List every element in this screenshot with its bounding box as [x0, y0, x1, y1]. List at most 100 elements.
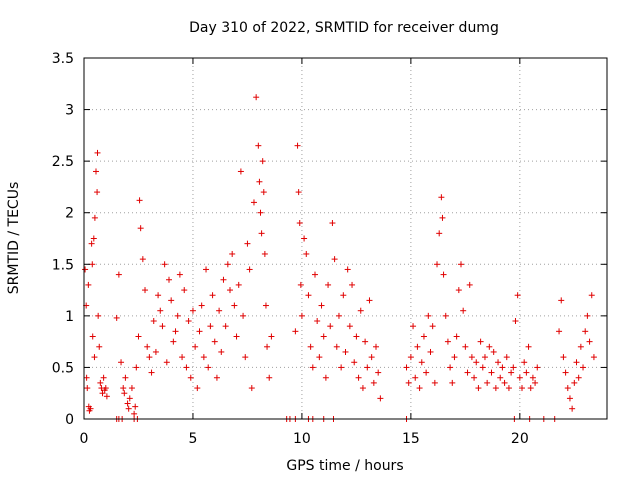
- data-point: [525, 343, 532, 350]
- data-point: [248, 385, 255, 392]
- x-axis: 0 5 10 15 20: [80, 58, 529, 447]
- data-point: [484, 379, 491, 386]
- data-point: [298, 312, 305, 319]
- data-point: [357, 307, 364, 314]
- data-point: [556, 328, 563, 335]
- data-point: [488, 369, 495, 376]
- data-point: [233, 333, 240, 340]
- data-point: [449, 379, 456, 386]
- data-point: [353, 333, 360, 340]
- data-point: [257, 209, 264, 216]
- data-point: [264, 343, 271, 350]
- data-point: [207, 323, 214, 330]
- data-point: [220, 276, 227, 283]
- data-point: [185, 318, 192, 325]
- data-point: [466, 281, 473, 288]
- x-tick-label: 5: [188, 431, 197, 447]
- data-point: [99, 390, 106, 397]
- y-tick-label: 1.5: [52, 257, 74, 273]
- data-point: [523, 369, 530, 376]
- data-point: [165, 276, 172, 283]
- data-point: [255, 142, 262, 149]
- data-point: [168, 297, 175, 304]
- data-point: [329, 220, 336, 227]
- data-point: [582, 328, 589, 335]
- data-point: [262, 302, 269, 309]
- data-point: [451, 354, 458, 361]
- data-point: [519, 385, 526, 392]
- data-point: [333, 343, 340, 350]
- data-point: [471, 374, 478, 381]
- data-point: [137, 225, 144, 232]
- data-point: [155, 292, 162, 299]
- data-point: [532, 379, 539, 386]
- data-point: [564, 385, 571, 392]
- data-point: [126, 395, 133, 402]
- data-point: [510, 364, 517, 371]
- data-point: [84, 385, 91, 392]
- data-point: [407, 354, 414, 361]
- y-axis-label: SRMTID / TECUs: [6, 182, 22, 295]
- data-point: [121, 390, 128, 397]
- y-tick-label: 0.5: [52, 360, 74, 376]
- data-point: [181, 287, 188, 294]
- data-point: [216, 307, 223, 314]
- data-point: [102, 385, 109, 392]
- data-point: [429, 323, 436, 330]
- data-point: [516, 374, 523, 381]
- data-point: [340, 292, 347, 299]
- data-point: [91, 354, 98, 361]
- data-point: [325, 281, 332, 288]
- data-point: [224, 261, 231, 268]
- data-point: [136, 197, 143, 204]
- data-point: [189, 307, 196, 314]
- data-point: [133, 364, 140, 371]
- data-point: [170, 338, 177, 345]
- data-point: [192, 343, 199, 350]
- data-point: [423, 369, 430, 376]
- data-point: [250, 199, 257, 206]
- data-point: [447, 364, 454, 371]
- data-point: [514, 292, 521, 299]
- data-point: [344, 266, 351, 273]
- data-point: [349, 281, 356, 288]
- data-point: [203, 266, 210, 273]
- data-point: [91, 214, 98, 221]
- data-point: [468, 354, 475, 361]
- data-point: [486, 343, 493, 350]
- data-point: [501, 379, 508, 386]
- data-point: [322, 374, 329, 381]
- data-point: [120, 385, 127, 392]
- data-point: [327, 323, 334, 330]
- data-point: [440, 271, 447, 278]
- y-tick-label: 3: [65, 103, 74, 119]
- data-point: [527, 385, 534, 392]
- data-point: [176, 271, 183, 278]
- data-point: [338, 364, 345, 371]
- data-point: [237, 168, 244, 175]
- data-point: [96, 343, 103, 350]
- data-point: [159, 323, 166, 330]
- data-point: [198, 302, 205, 309]
- data-point: [580, 364, 587, 371]
- x-tick-label: 0: [80, 431, 89, 447]
- data-point: [351, 359, 358, 366]
- x-tick-label: 20: [511, 431, 529, 447]
- data-point: [187, 374, 194, 381]
- data-point: [464, 369, 471, 376]
- data-point: [364, 364, 371, 371]
- data-point: [301, 235, 308, 242]
- data-point: [577, 343, 584, 350]
- data-point: [479, 364, 486, 371]
- data-point: [246, 266, 253, 273]
- data-point: [146, 354, 153, 361]
- data-point: [575, 374, 582, 381]
- data-point: [588, 292, 595, 299]
- data-point: [196, 328, 203, 335]
- data-point: [87, 405, 94, 412]
- data-point: [512, 318, 519, 325]
- data-point: [586, 338, 593, 345]
- data-point: [256, 178, 263, 185]
- data-point: [309, 364, 316, 371]
- chart-title: Day 310 of 2022, SRMTID for receiver dum…: [189, 20, 499, 36]
